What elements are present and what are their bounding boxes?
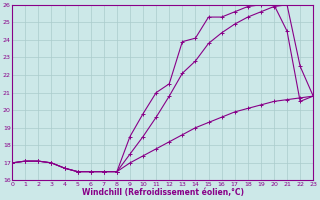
- X-axis label: Windchill (Refroidissement éolien,°C): Windchill (Refroidissement éolien,°C): [82, 188, 244, 197]
